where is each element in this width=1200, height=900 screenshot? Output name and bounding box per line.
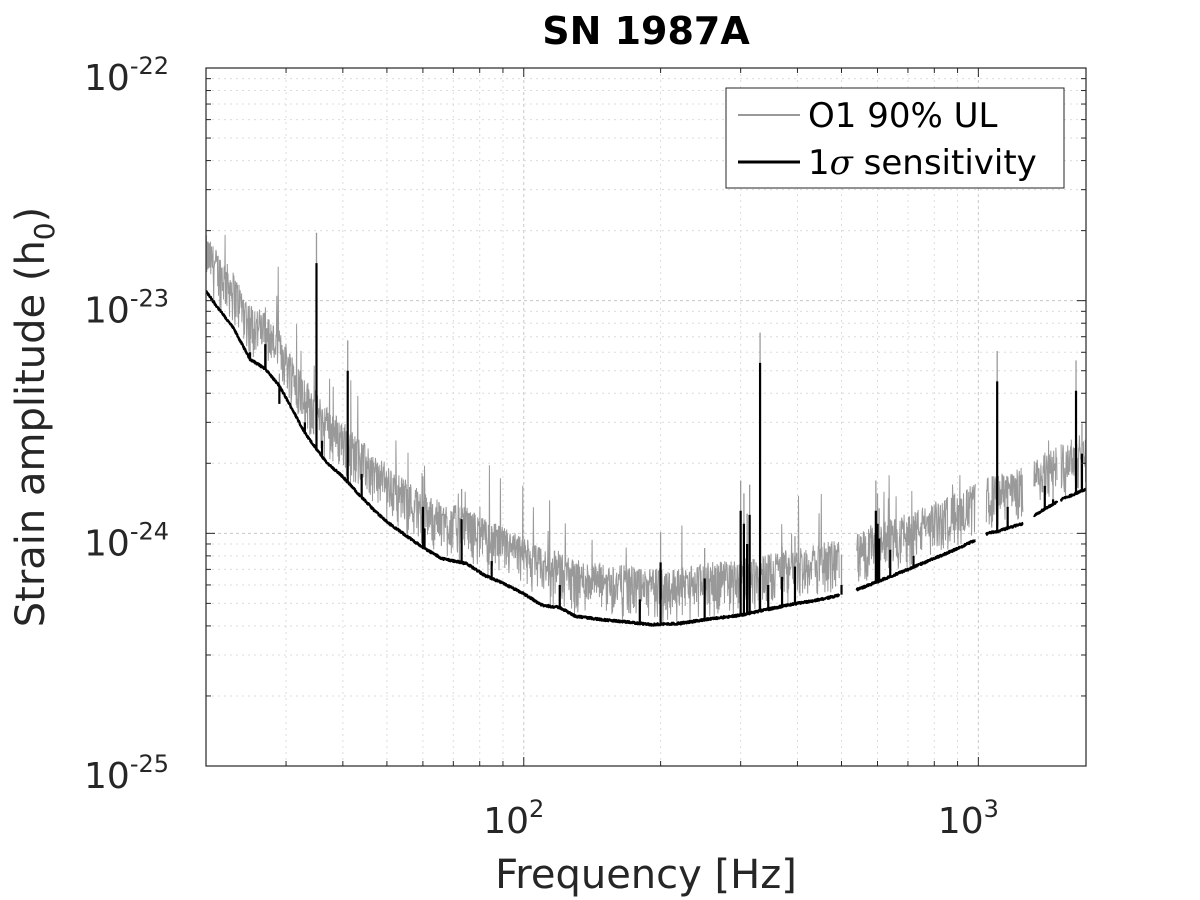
y-axis-label: Strain amplitude (h0) (8, 207, 61, 627)
y-tick-label: 10-22 (84, 52, 169, 99)
x-axis-label: Frequency [Hz] (495, 852, 797, 898)
legend-label-sensitivity-prefix: 1 (808, 143, 830, 183)
legend-label-sigma: σ (830, 143, 854, 183)
y-tick-label: 10-24 (84, 517, 169, 564)
ul-series-segment (985, 467, 1024, 528)
y-axis-label-subscript: 0 (28, 222, 61, 240)
legend-label-sensitivity: 1σ sensitivity (808, 143, 1037, 183)
sensitivity-series-segment (206, 289, 841, 627)
legend-label-ul: O1 90% UL (808, 96, 997, 136)
y-axis-label-close: ) (8, 207, 54, 223)
data-layer (206, 232, 1086, 627)
legend-label-sensitivity-suffix: sensitivity (853, 143, 1037, 183)
tick-labels: 102 103 10-22 10-23 10-24 10-25 (84, 52, 999, 842)
y-tick-label: 10-23 (84, 285, 169, 332)
x-tick-label: 103 (938, 795, 999, 842)
plot-frame (205, 67, 1087, 767)
ul-series-segment (206, 234, 840, 624)
chart-title: SN 1987A (542, 9, 750, 53)
tick-marks (205, 67, 1086, 767)
y-axis-label-main: Strain amplitude (h (8, 240, 54, 627)
sensitivity-series-segment (985, 521, 1024, 536)
legend: O1 90% UL 1σ sensitivity (725, 87, 1065, 189)
x-tick-label: 102 (483, 795, 544, 842)
y-tick-label: 10-25 (84, 750, 169, 797)
legend-box (725, 87, 1065, 189)
